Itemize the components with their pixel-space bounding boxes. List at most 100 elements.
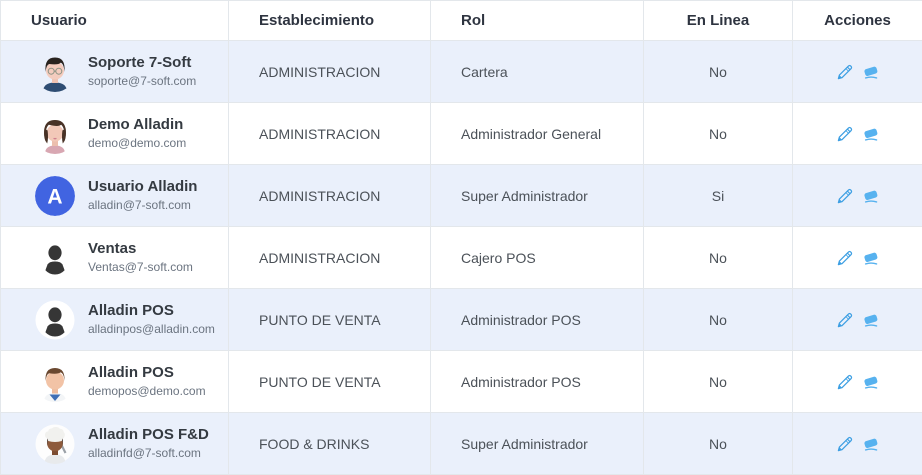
establishment-cell: ADMINISTRACION — [229, 41, 431, 103]
pencil-button[interactable] — [836, 63, 854, 81]
eraser-button[interactable] — [862, 125, 880, 143]
table-row: Ventas Ventas@7-soft.com ADMINISTRACION … — [1, 227, 922, 289]
user-name: Alladin POS — [88, 302, 215, 321]
table-row: Soporte 7-Soft soporte@7-soft.com ADMINI… — [1, 41, 922, 103]
eraser-icon — [862, 311, 880, 329]
user-name: Alladin POS F&D — [88, 426, 209, 445]
column-header-acciones: Acciones — [793, 1, 922, 41]
user-email: soporte@7-soft.com — [88, 74, 196, 89]
actions-cell — [793, 227, 922, 289]
role-cell: Super Administrador — [431, 165, 644, 227]
establishment-cell: ADMINISTRACION — [229, 165, 431, 227]
establishment-cell: PUNTO DE VENTA — [229, 289, 431, 351]
pencil-button[interactable] — [836, 187, 854, 205]
user-cell: Alladin POS demopos@demo.com — [1, 351, 229, 413]
role-cell: Administrador POS — [431, 289, 644, 351]
letter-a-avatar: A — [35, 176, 75, 216]
table-row: Alladin POS alladinpos@alladin.com PUNTO… — [1, 289, 922, 351]
online-status-cell: Si — [644, 165, 793, 227]
table-row: A Usuario Alladin alladin@7-soft.com ADM… — [1, 165, 922, 227]
eraser-button[interactable] — [862, 311, 880, 329]
pencil-icon — [836, 311, 854, 329]
pencil-icon — [836, 125, 854, 143]
user-cell: Alladin POS F&D alladinfd@7-soft.com — [1, 413, 229, 475]
eraser-icon — [862, 63, 880, 81]
role-cell: Cartera — [431, 41, 644, 103]
eraser-icon — [862, 435, 880, 453]
pencil-button[interactable] — [836, 249, 854, 267]
user-cell: Alladin POS alladinpos@alladin.com — [1, 289, 229, 351]
pencil-button[interactable] — [836, 125, 854, 143]
person-silhouette-avatar — [35, 238, 75, 278]
role-cell: Cajero POS — [431, 227, 644, 289]
user-name: Demo Alladin — [88, 116, 186, 135]
svg-text:A: A — [47, 185, 62, 208]
pencil-icon — [836, 63, 854, 81]
actions-cell — [793, 41, 922, 103]
online-status-cell: No — [644, 413, 793, 475]
users-table-body: Soporte 7-Soft soporte@7-soft.com ADMINI… — [1, 41, 922, 475]
table-header: Usuario Establecimiento Rol En Linea Acc… — [1, 1, 922, 41]
pencil-icon — [836, 249, 854, 267]
eraser-icon — [862, 125, 880, 143]
establishment-cell: ADMINISTRACION — [229, 103, 431, 165]
establishment-cell: PUNTO DE VENTA — [229, 351, 431, 413]
eraser-button[interactable] — [862, 249, 880, 267]
eraser-button[interactable] — [862, 435, 880, 453]
woman-avatar — [35, 114, 75, 154]
establishment-cell: FOOD & DRINKS — [229, 413, 431, 475]
pencil-button[interactable] — [836, 373, 854, 391]
actions-cell — [793, 413, 922, 475]
online-status-cell: No — [644, 103, 793, 165]
user-cell: Demo Alladin demo@demo.com — [1, 103, 229, 165]
pencil-button[interactable] — [836, 311, 854, 329]
user-email: alladin@7-soft.com — [88, 198, 197, 213]
column-header-establecimiento: Establecimiento — [229, 1, 431, 41]
pencil-button[interactable] — [836, 435, 854, 453]
user-cell: Ventas Ventas@7-soft.com — [1, 227, 229, 289]
table-row: Alladin POS demopos@demo.com PUNTO DE VE… — [1, 351, 922, 413]
eraser-icon — [862, 187, 880, 205]
user-email: alladinpos@alladin.com — [88, 322, 215, 337]
user-email: alladinfd@7-soft.com — [88, 446, 209, 461]
actions-cell — [793, 103, 922, 165]
eraser-icon — [862, 373, 880, 391]
column-header-usuario: Usuario — [1, 1, 229, 41]
person-silhouette-avatar — [35, 300, 75, 340]
pencil-icon — [836, 187, 854, 205]
eraser-icon — [862, 249, 880, 267]
user-cell: Soporte 7-Soft soporte@7-soft.com — [1, 41, 229, 103]
role-cell: Super Administrador — [431, 413, 644, 475]
user-name: Ventas — [88, 240, 193, 259]
online-status-cell: No — [644, 289, 793, 351]
user-email: demo@demo.com — [88, 136, 186, 151]
eraser-button[interactable] — [862, 63, 880, 81]
role-cell: Administrador POS — [431, 351, 644, 413]
table-row: Demo Alladin demo@demo.com ADMINISTRACIO… — [1, 103, 922, 165]
man-glasses-avatar — [35, 52, 75, 92]
actions-cell — [793, 165, 922, 227]
online-status-cell: No — [644, 351, 793, 413]
user-email: demopos@demo.com — [88, 384, 206, 399]
online-status-cell: No — [644, 41, 793, 103]
column-header-rol: Rol — [431, 1, 644, 41]
actions-cell — [793, 289, 922, 351]
user-name: Soporte 7-Soft — [88, 54, 196, 73]
user-name: Usuario Alladin — [88, 178, 197, 197]
pencil-icon — [836, 435, 854, 453]
role-cell: Administrador General — [431, 103, 644, 165]
eraser-button[interactable] — [862, 373, 880, 391]
user-email: Ventas@7-soft.com — [88, 260, 193, 275]
pencil-icon — [836, 373, 854, 391]
user-cell: A Usuario Alladin alladin@7-soft.com — [1, 165, 229, 227]
establishment-cell: ADMINISTRACION — [229, 227, 431, 289]
online-status-cell: No — [644, 227, 793, 289]
table-row: Alladin POS F&D alladinfd@7-soft.com FOO… — [1, 413, 922, 475]
column-header-en-linea: En Linea — [644, 1, 793, 41]
user-name: Alladin POS — [88, 364, 206, 383]
actions-cell — [793, 351, 922, 413]
eraser-button[interactable] — [862, 187, 880, 205]
chef-avatar — [35, 424, 75, 464]
